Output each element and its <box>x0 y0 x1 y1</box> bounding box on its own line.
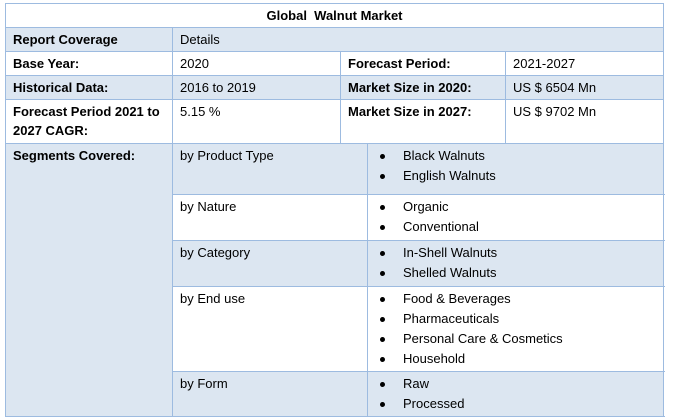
value-cell: US $ 9702 Mn <box>504 99 665 144</box>
bullet-item: Pharmaceuticals <box>379 309 656 329</box>
value-cell: 2016 to 2019 <box>172 75 341 100</box>
market-table: Global Walnut Market Report Coverage Det… <box>4 3 665 417</box>
value-cell: 2021-2027 <box>504 51 665 76</box>
bullet-list: Organic Conventional <box>375 197 656 237</box>
bullet-item: Food & Beverages <box>379 289 656 309</box>
table-title: Global Walnut Market <box>4 3 665 28</box>
bullet-item: Processed <box>379 394 656 414</box>
segment-items: Food & Beverages Pharmaceuticals Personal … <box>366 286 665 372</box>
label-cell: Market Size in 2020: <box>340 75 506 100</box>
label-cell: Forecast Period 2021 to 2027 CAGR: <box>5 99 173 144</box>
segment-row: Segments Covered: by Product Type Black Wa… <box>5 143 665 417</box>
bullet-list: Raw Processed <box>375 374 656 414</box>
bullet-item: Conventional <box>379 217 656 237</box>
header-cell: Report Coverage <box>5 27 173 52</box>
label-cell: Forecast Period: <box>340 51 506 76</box>
bullet-item: Raw <box>379 374 656 394</box>
segment-items: Raw Processed <box>366 371 665 417</box>
value-cell: US $ 6504 Mn <box>504 75 665 100</box>
segment-name: by Product Type <box>172 143 368 195</box>
bullet-item: English Walnuts <box>379 166 656 186</box>
value-cell: 2020 <box>172 51 341 76</box>
label-cell: Market Size in 2027: <box>340 99 506 144</box>
title-row: Global Walnut Market <box>4 3 665 28</box>
info-row: Forecast Period 2021 to 2027 CAGR: 5.15 %… <box>5 99 665 144</box>
info-row: Historical Data: 2016 to 2019 Market Size … <box>5 75 665 100</box>
segment-name: by Form <box>172 371 368 417</box>
bullet-list: Food & Beverages Pharmaceuticals Personal … <box>375 289 656 369</box>
label-cell: Base Year: <box>5 51 173 76</box>
bullet-list: Black Walnuts English Walnuts <box>375 146 656 186</box>
bullet-item: In-Shell Walnuts <box>379 243 656 263</box>
segment-name: by Category <box>172 240 368 287</box>
segment-items: In-Shell Walnuts Shelled Walnuts <box>366 240 665 287</box>
header-row: Report Coverage Details <box>5 27 665 52</box>
bullet-item: Household <box>379 349 656 369</box>
bullet-item: Organic <box>379 197 656 217</box>
segment-name: by End use <box>172 286 368 372</box>
header-cell: Details <box>171 27 665 52</box>
label-cell: Historical Data: <box>5 75 173 100</box>
segment-row: by End use Food & Beverages Pharmaceutical… <box>6 286 665 372</box>
segment-items: Organic Conventional <box>366 194 665 241</box>
bullet-item: Shelled Walnuts <box>379 263 656 283</box>
value-cell: 5.15 % <box>172 99 341 144</box>
segment-row: by Nature Organic Conventional <box>6 194 665 241</box>
segment-items: Black Walnuts English Walnuts <box>366 143 665 195</box>
bullet-list: In-Shell Walnuts Shelled Walnuts <box>375 243 656 283</box>
bullet-item: Personal Care & Cosmetics <box>379 329 656 349</box>
bullet-item: Black Walnuts <box>379 146 656 166</box>
segments-label: Segments Covered: <box>5 143 173 417</box>
segment-name: by Nature <box>172 194 368 241</box>
info-row: Base Year: 2020 Forecast Period: 2021-2027 <box>5 51 665 76</box>
